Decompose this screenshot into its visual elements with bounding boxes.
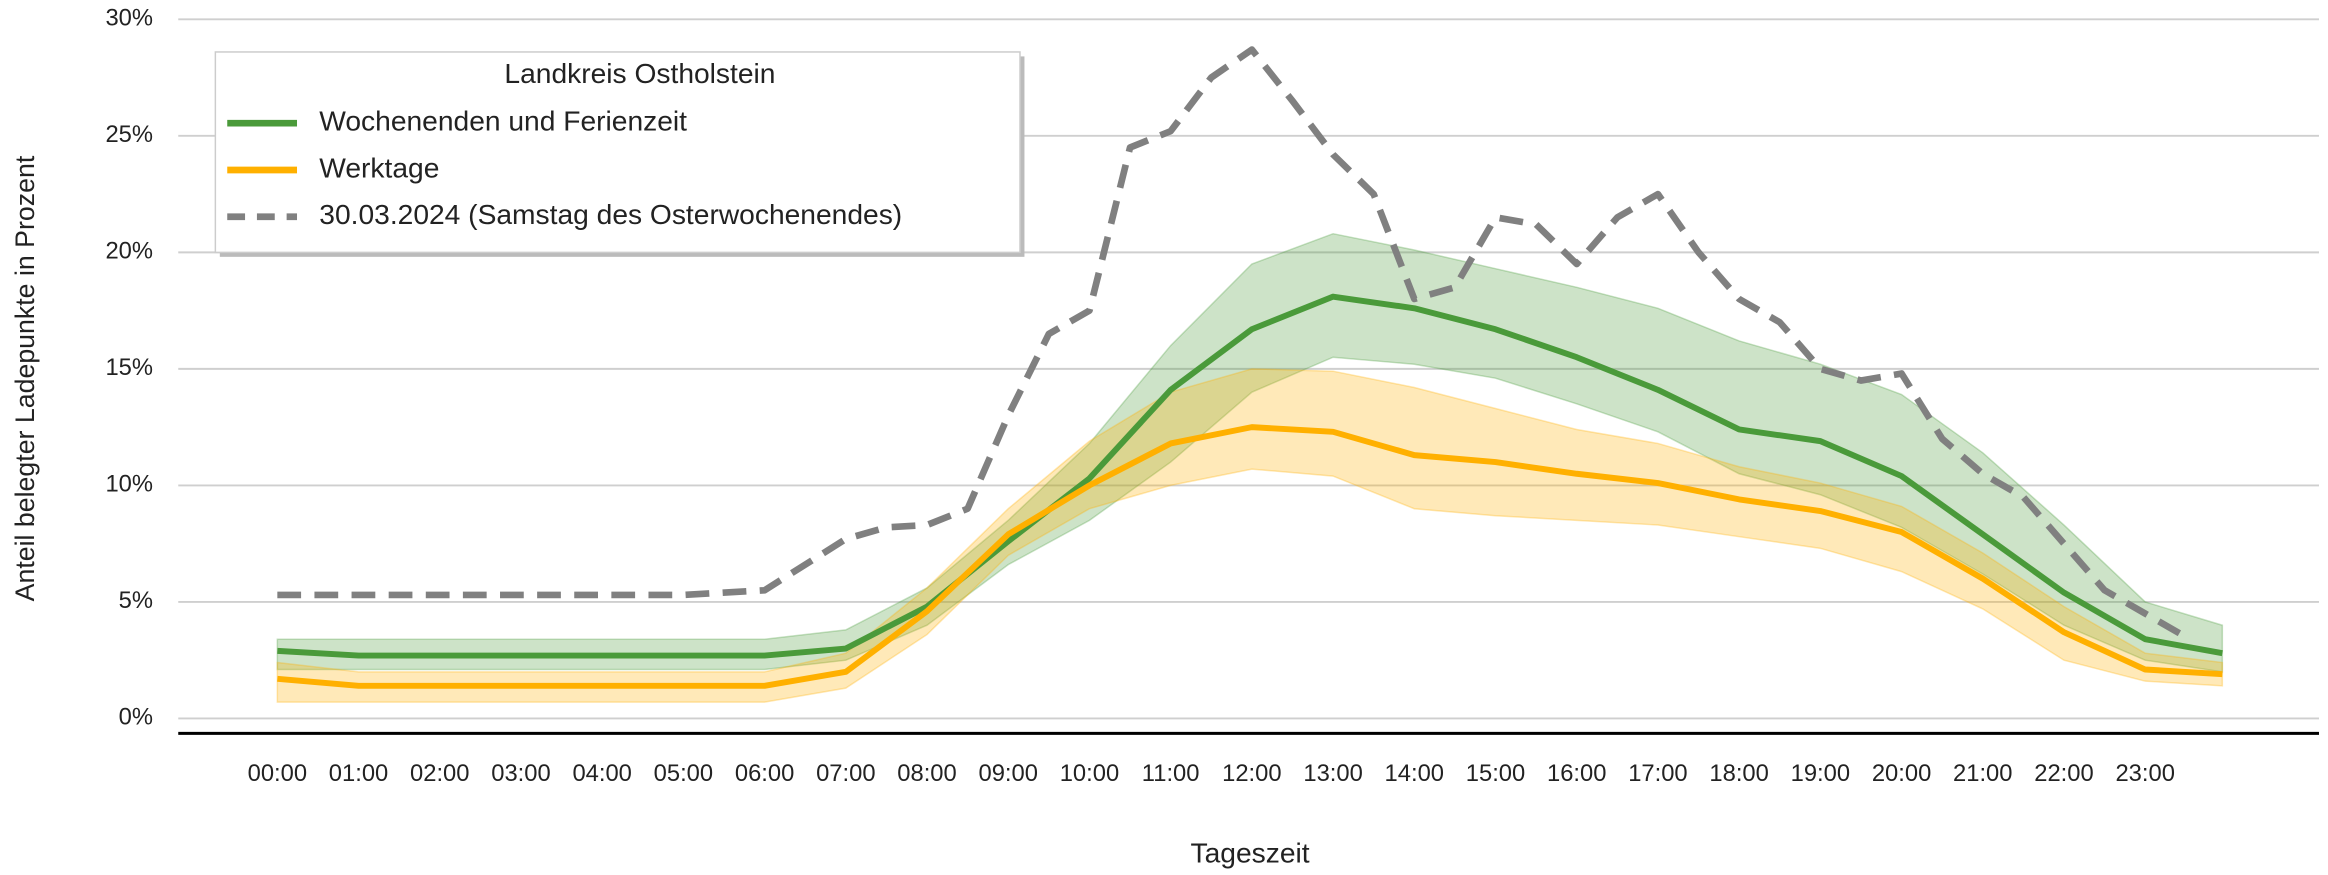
x-tick-label: 23:00 (2115, 760, 2174, 787)
x-tick-label: 07:00 (816, 760, 875, 787)
x-tick-label: 08:00 (897, 760, 956, 787)
x-tick-label: 16:00 (1547, 760, 1606, 787)
x-tick-label: 15:00 (1466, 760, 1525, 787)
series-line (277, 424, 2223, 689)
x-tick-label: 09:00 (979, 760, 1038, 787)
x-axis-title: Tageszeit (1191, 837, 1310, 869)
x-tick-label: 11:00 (1142, 760, 1200, 787)
x-tick-label: 14:00 (1385, 760, 1444, 787)
x-tick-label: 00:00 (248, 760, 307, 787)
y-axis-title: Anteil belegter Ladepunkte in Prozent (10, 155, 40, 601)
y-tick-label: 0% (119, 704, 153, 731)
x-tick-label: 17:00 (1628, 760, 1687, 787)
y-tick-label: 10% (105, 471, 153, 498)
x-tick-label: 06:00 (735, 760, 794, 787)
x-tick-label: 13:00 (1303, 760, 1362, 787)
axes-layer: 0% 5% 10% 15% 20% 25% 30% 00:00 01:00 02:00 03:00 0… (105, 5, 2319, 787)
legend-label: Werktage (319, 151, 439, 183)
legend-box (214, 51, 1021, 254)
x-tick-label: 12:00 (1222, 760, 1281, 787)
x-tick-label: 05:00 (654, 760, 713, 787)
x-tick-label: 22:00 (2034, 760, 2093, 787)
y-tick-label: 5% (119, 587, 153, 614)
y-tick-label: 30% (105, 5, 153, 32)
x-tick-label: 20:00 (1872, 760, 1931, 787)
legend-label: 30.03.2024 (Samstag des Osterwochenendes… (319, 198, 902, 230)
x-tick-label: 19:00 (1791, 760, 1850, 787)
confidence-band (276, 368, 2224, 703)
x-tick-label: 02:00 (410, 760, 469, 787)
x-tick-label: 18:00 (1709, 760, 1768, 787)
x-tick-label: 10:00 (1060, 760, 1119, 787)
lines-layer (277, 46, 2223, 689)
x-tick-label: 03:00 (491, 760, 550, 787)
x-tick-label: 01:00 (329, 760, 388, 787)
series-line (277, 46, 2188, 640)
legend-layer: Landkreis Ostholstein Wochenenden und Fer… (214, 51, 1025, 257)
y-tick-label: 15% (105, 354, 153, 381)
x-tick-label: 04:00 (572, 760, 631, 787)
legend-label: Wochenenden und Ferienzeit (319, 105, 687, 137)
x-tick-label: 21:00 (1953, 760, 2012, 787)
series-line (277, 293, 2223, 659)
y-tick-label: 25% (105, 121, 153, 148)
y-tick-label: 20% (105, 238, 153, 265)
bands-layer (276, 232, 2224, 703)
legend-title: Landkreis Ostholstein (504, 57, 775, 89)
